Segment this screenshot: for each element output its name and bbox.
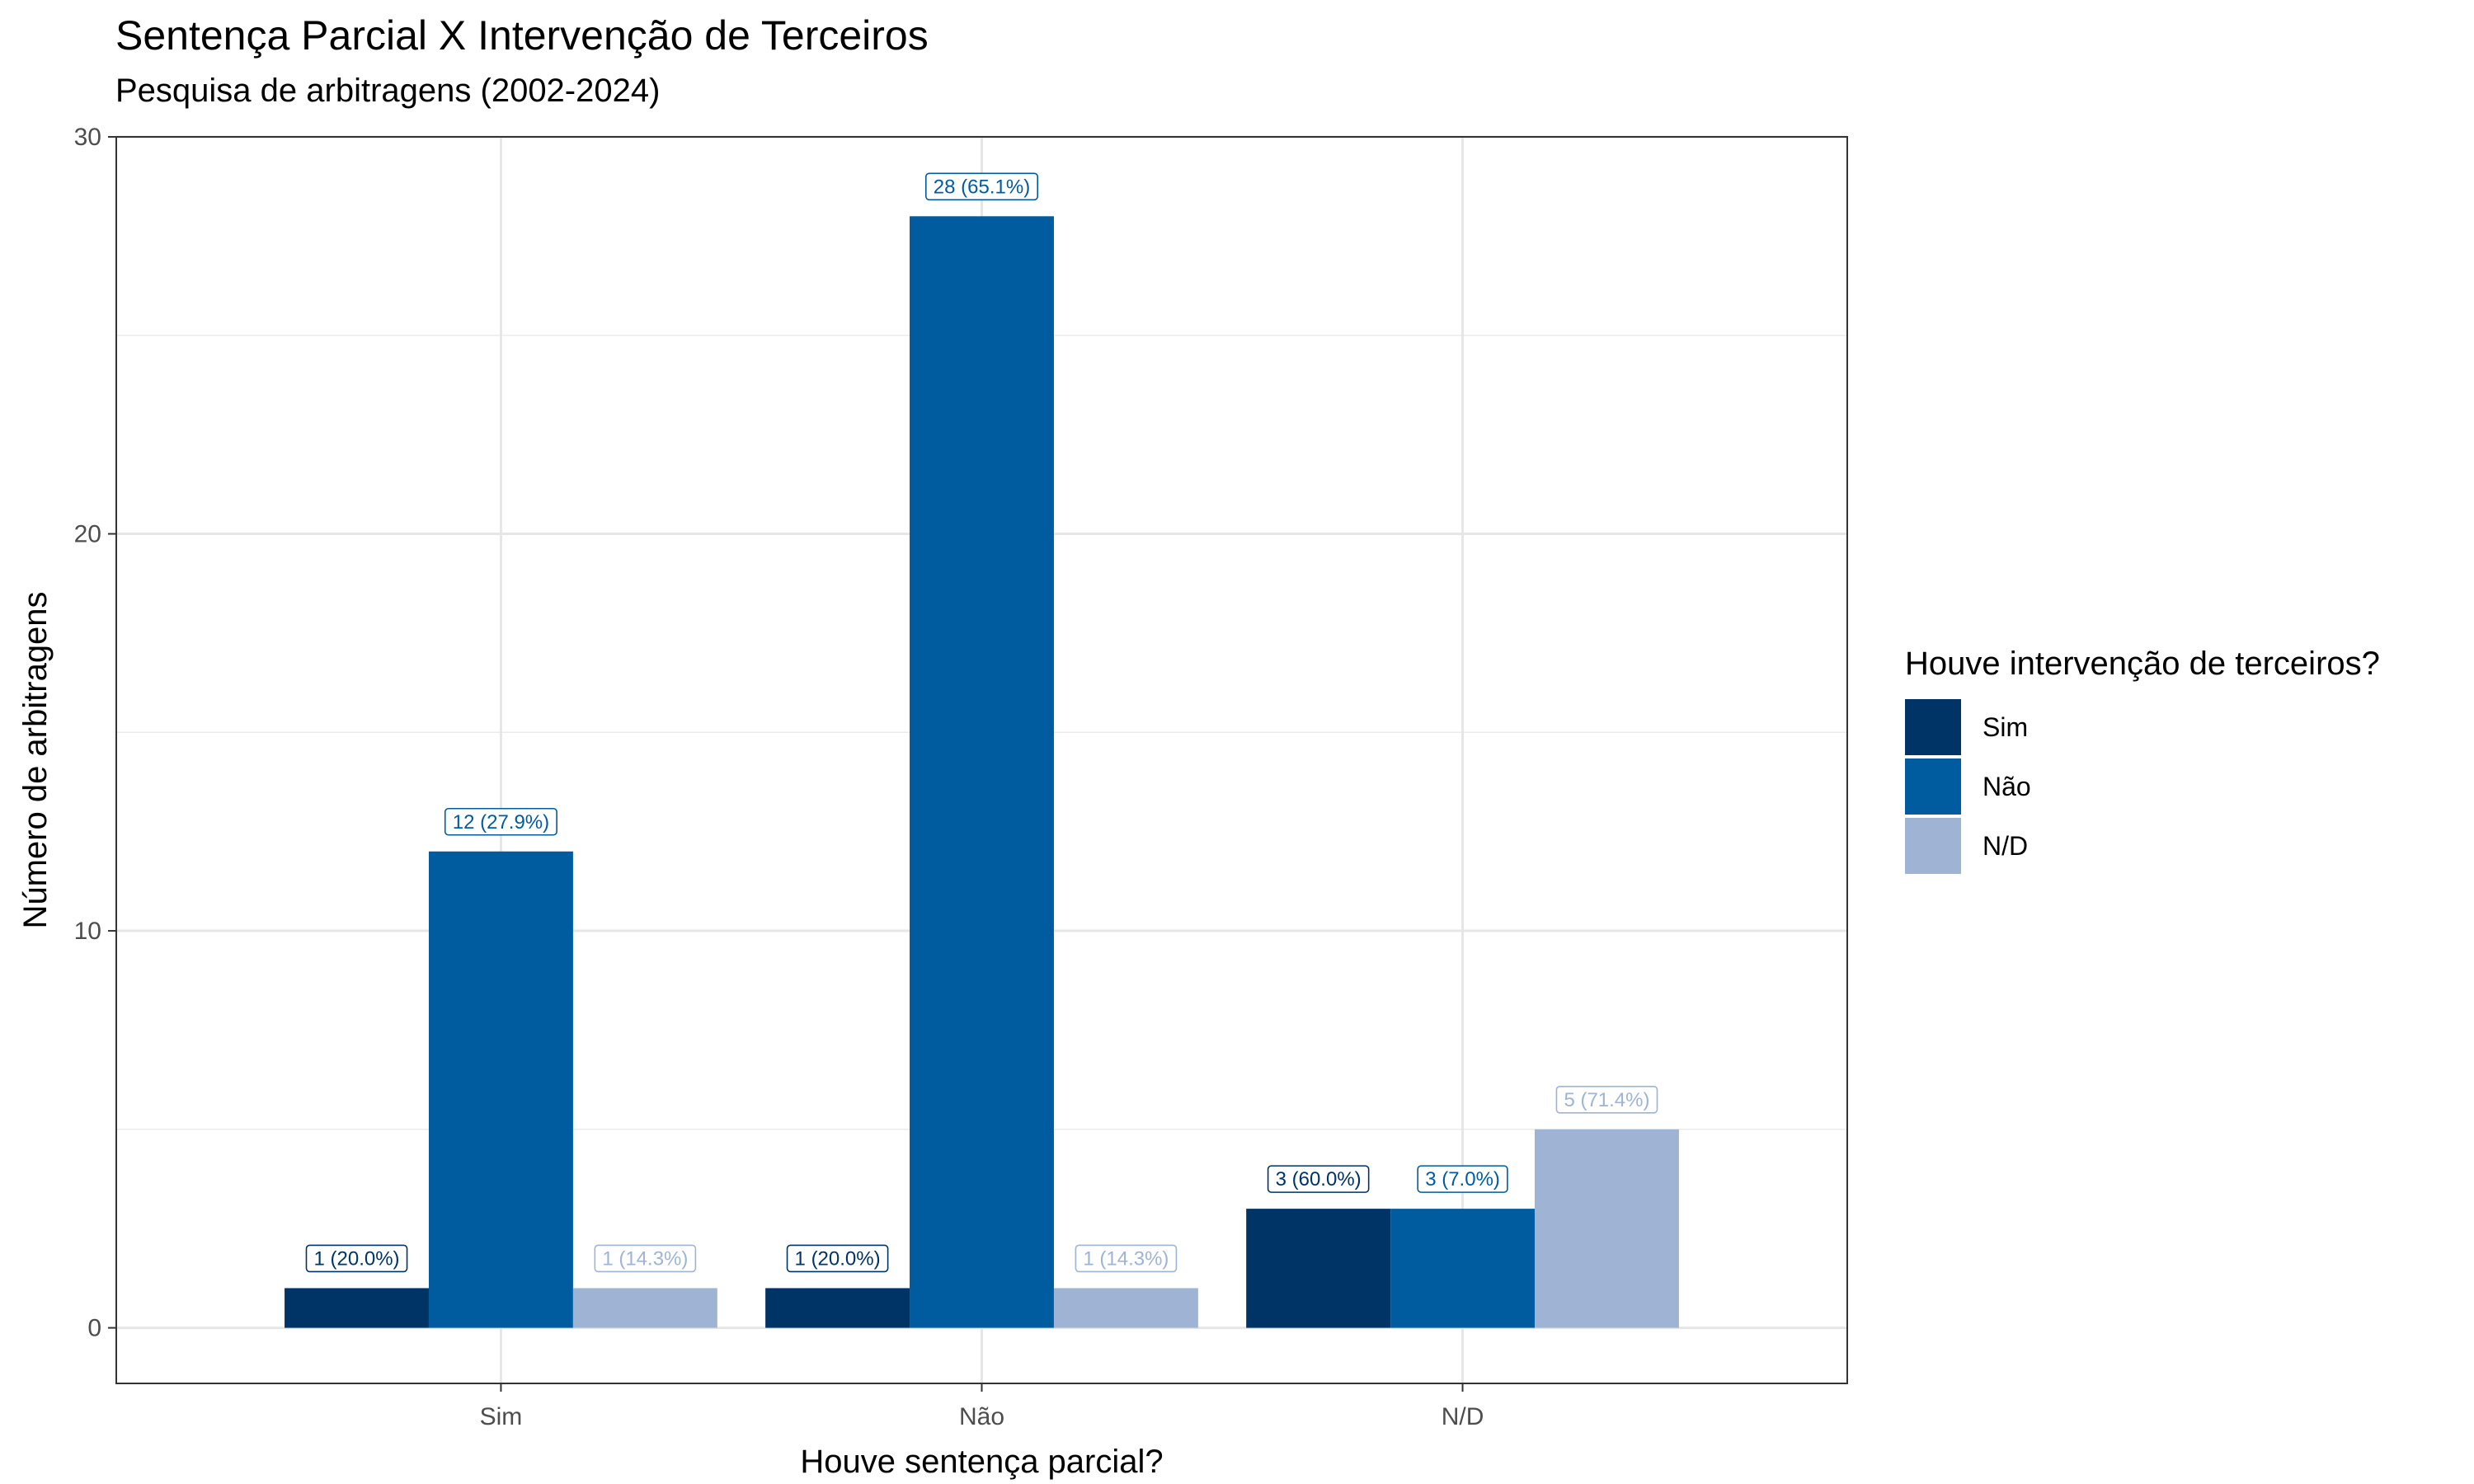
axes: 0 10 20 30 Sim Não N/D	[74, 124, 1484, 1430]
bar	[428, 851, 573, 1328]
bar-label-box	[1417, 1165, 1508, 1193]
bar	[285, 1288, 429, 1328]
bar	[1535, 1129, 1679, 1328]
bar-label: 1 (14.3%)	[1083, 1247, 1169, 1270]
bar-label: 3 (60.0%)	[1276, 1168, 1362, 1190]
y-tick-label: 20	[74, 521, 101, 548]
legend: Houve intervenção de terceiros? Sim Não N/…	[1905, 646, 2380, 874]
bar-label: 1 (20.0%)	[795, 1247, 881, 1270]
x-tick-label: Não	[959, 1403, 1004, 1430]
bar-label: 12 (27.9%)	[453, 811, 549, 834]
bar-label-box	[305, 1244, 408, 1273]
bar-label-box	[1555, 1086, 1658, 1114]
legend-key	[1905, 699, 1961, 755]
bar	[910, 216, 1054, 1328]
bar-label: 1 (14.3%)	[602, 1247, 688, 1270]
bar-label-box	[924, 172, 1039, 201]
y-axis-title: Número de arbitragens	[17, 591, 54, 928]
bar	[1390, 1209, 1536, 1328]
bar-label-box	[594, 1244, 697, 1273]
bar	[572, 1288, 717, 1328]
y-tick-label: 10	[74, 918, 101, 945]
bar-label: 28 (65.1%)	[934, 176, 1030, 198]
x-axis-title: Houve sentença parcial?	[800, 1444, 1163, 1480]
legend-label: N/D	[1982, 831, 2028, 861]
bar-label-box	[1075, 1244, 1178, 1273]
bars	[285, 216, 1679, 1328]
legend-title: Houve intervenção de terceiros?	[1905, 646, 2380, 682]
bar-labels: 1 (20.0%) 12 (27.9%) 1 (14.3%) 1 (20.0%) 28 …	[305, 172, 1658, 1273]
bar-label-box	[1267, 1165, 1370, 1193]
legend-key	[1905, 758, 1961, 815]
chart-title: Sentença Parcial X Intervenção de Tercei…	[115, 12, 929, 59]
chart-subtitle: Pesquisa de arbitragens (2002-2024)	[115, 73, 661, 109]
legend-key	[1905, 818, 1961, 874]
bar-label: 5 (71.4%)	[1564, 1089, 1649, 1111]
bar	[1246, 1209, 1391, 1328]
bar	[1053, 1288, 1198, 1328]
bar-label-box	[444, 807, 557, 836]
bar-label: 1 (20.0%)	[313, 1247, 399, 1270]
bar-label: 3 (7.0%)	[1425, 1168, 1500, 1190]
legend-label: Não	[1982, 772, 2031, 801]
y-tick-label: 0	[87, 1315, 101, 1342]
y-tick-label: 30	[74, 124, 101, 151]
bar-label-box	[786, 1244, 889, 1273]
legend-label: Sim	[1982, 712, 2028, 742]
bar	[765, 1288, 910, 1328]
x-tick-label: Sim	[480, 1403, 523, 1430]
x-tick-label: N/D	[1442, 1403, 1484, 1430]
